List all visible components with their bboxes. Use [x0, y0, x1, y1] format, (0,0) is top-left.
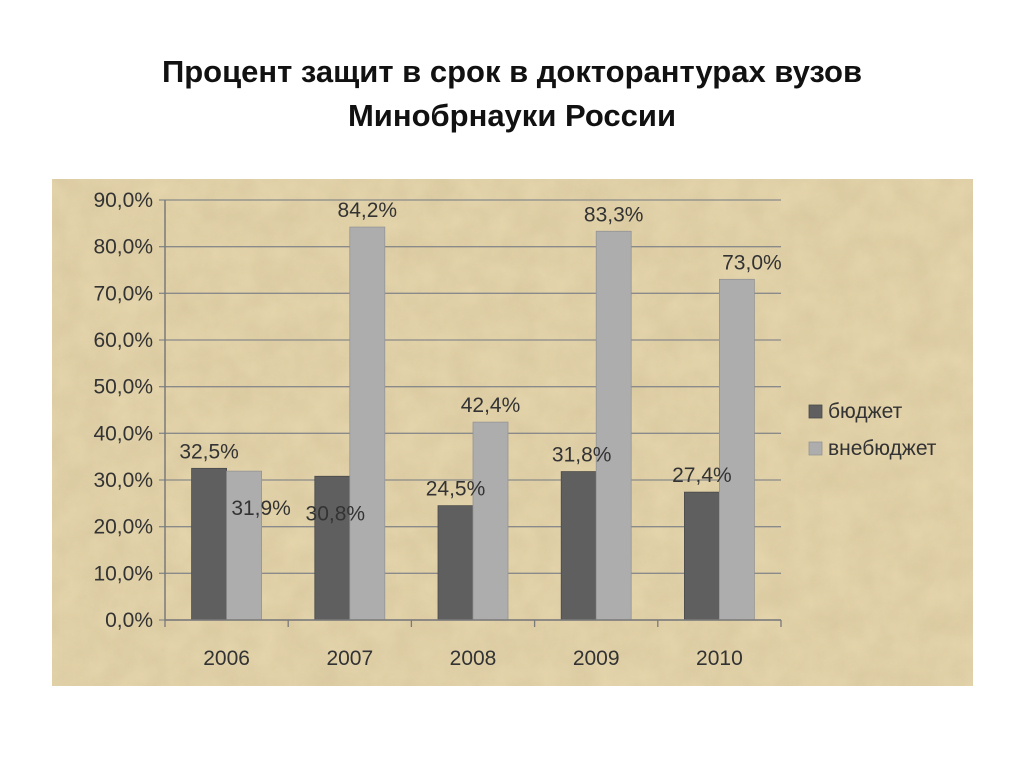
data-labels: 32,5% 31,9% 30,8% 84,2% 24,5% 42,4% 31,8% 83,3%…: [179, 199, 781, 525]
y-tick-label: 10,0%: [93, 562, 153, 585]
bar-budget-2010: [684, 491, 720, 621]
x-tick-label: 2010: [696, 647, 743, 670]
bar-extrabudget-2006: [226, 470, 263, 621]
data-label: 27,4%: [672, 464, 732, 487]
x-tick-label: 2009: [573, 647, 620, 670]
bar-chart: 32,5% 31,9% 30,8% 84,2% 24,5% 42,4% 31,8% 83,3%…: [52, 179, 973, 686]
y-tick-label: 0,0%: [105, 609, 153, 632]
bar-extrabudget-2008: [472, 421, 509, 621]
data-label: 83,3%: [584, 203, 644, 226]
chart-background-texture: [52, 179, 973, 686]
axes: 0,0% 10,0% 20,0% 30,0% 40,0% 50,0% 60,0% 70,0% 8…: [93, 189, 782, 670]
bar-extrabudget-2007: [349, 226, 386, 621]
data-label: 84,2%: [338, 199, 398, 222]
y-tick-label: 20,0%: [93, 516, 153, 539]
bar-budget-2009: [560, 471, 597, 621]
bar-extrabudget-2009: [595, 230, 632, 621]
legend-swatch: [808, 404, 823, 419]
y-tick-label: 30,0%: [93, 469, 153, 492]
data-label: 32,5%: [179, 440, 239, 463]
slide-title: Процент защит в срок в докторантурах вуз…: [0, 50, 1024, 138]
data-label: 42,4%: [461, 394, 521, 417]
chart-area: 32,5% 31,9% 30,8% 84,2% 24,5% 42,4% 31,8% 83,3%…: [52, 179, 973, 686]
data-label: 31,9%: [231, 497, 291, 520]
bars: [191, 226, 755, 621]
legend-label: бюджет: [828, 400, 903, 423]
bar-budget-2008: [437, 505, 474, 621]
data-label: 73,0%: [722, 251, 782, 274]
x-tick-label: 2007: [326, 647, 373, 670]
y-tick-label: 90,0%: [93, 189, 153, 212]
data-label: 31,8%: [552, 444, 612, 467]
legend: бюджет внебюджет: [808, 400, 937, 460]
y-tick-label: 70,0%: [93, 282, 153, 305]
bar-extrabudget-2010: [719, 278, 755, 621]
y-tick-label: 60,0%: [93, 329, 153, 352]
y-tick-label: 40,0%: [93, 422, 153, 445]
data-label: 24,5%: [426, 478, 486, 501]
legend-label: внебюджет: [828, 437, 937, 460]
data-label: 30,8%: [306, 502, 366, 525]
y-tick-label: 50,0%: [93, 376, 153, 399]
x-tick-label: 2006: [203, 647, 250, 670]
x-tick-label: 2008: [450, 647, 497, 670]
bar-budget-2007: [314, 475, 351, 621]
bar-budget-2006: [191, 467, 228, 621]
legend-swatch: [808, 441, 823, 456]
slide-title-line-2: Минобрнауки России: [347, 98, 677, 133]
slide-title-line-1: Процент защит в срок в докторантурах вуз…: [161, 54, 863, 89]
y-tick-label: 80,0%: [93, 236, 153, 259]
